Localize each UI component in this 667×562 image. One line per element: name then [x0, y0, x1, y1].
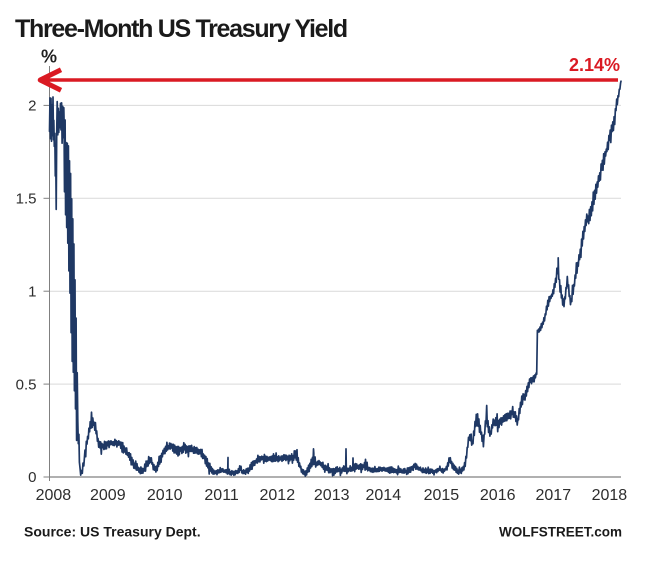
svg-text:2017: 2017 — [536, 487, 572, 504]
svg-text:2011: 2011 — [204, 487, 239, 504]
svg-text:Three-Month US Treasury Yield: Three-Month US Treasury Yield — [15, 15, 347, 43]
svg-text:0.5: 0.5 — [16, 376, 37, 393]
svg-text:%: % — [41, 47, 57, 67]
svg-text:2: 2 — [28, 98, 36, 115]
svg-text:2014: 2014 — [366, 487, 402, 504]
svg-text:2013: 2013 — [314, 487, 350, 504]
svg-text:0: 0 — [28, 469, 36, 486]
svg-text:WOLFSTREET.com: WOLFSTREET.com — [499, 525, 622, 540]
svg-text:2009: 2009 — [90, 487, 126, 504]
svg-text:2012: 2012 — [260, 487, 296, 504]
svg-text:2.14%: 2.14% — [569, 55, 620, 75]
svg-text:1: 1 — [28, 283, 36, 300]
svg-text:2016: 2016 — [480, 487, 516, 504]
svg-text:2015: 2015 — [424, 487, 460, 504]
svg-text:1.5: 1.5 — [16, 191, 37, 208]
svg-text:Source: US Treasury Dept.: Source: US Treasury Dept. — [24, 524, 201, 540]
svg-text:2010: 2010 — [147, 487, 183, 504]
svg-text:2018: 2018 — [592, 487, 628, 504]
svg-text:2008: 2008 — [36, 487, 72, 504]
